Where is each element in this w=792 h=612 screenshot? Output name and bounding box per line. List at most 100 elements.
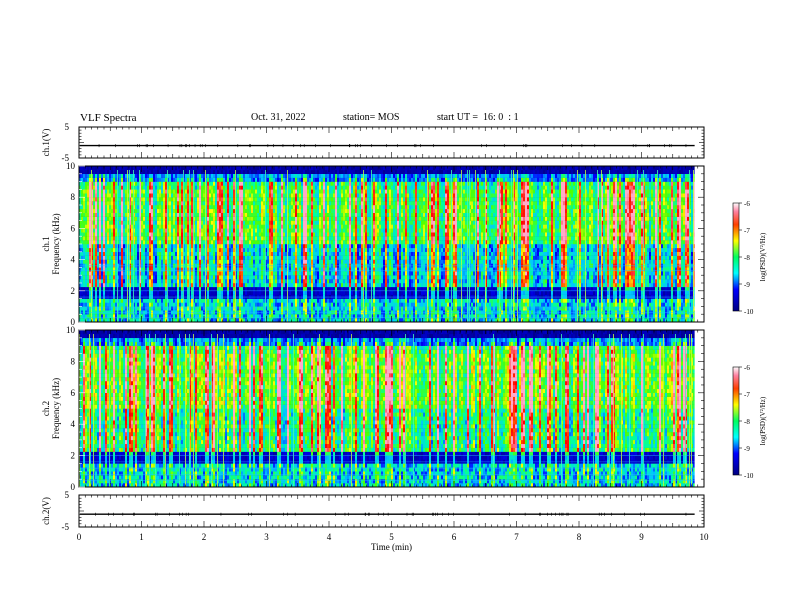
spectrogram-cell [137,240,139,244]
spectrogram-cell [95,213,97,217]
spectrogram-cell [93,314,95,318]
spectrogram-cell [121,267,123,271]
spectrogram-cell [101,186,103,190]
spectrogram-cell [85,213,87,217]
spectrogram-cell [87,252,89,256]
spectrogram-cell [81,186,83,190]
spectrogram-cell [93,186,95,190]
spectrogram-cell [119,221,121,225]
spectrogram-cell [99,174,101,178]
spectrogram-cell [85,275,87,279]
spectrogram-cell [115,213,117,217]
spectrogram-cell [89,166,91,170]
spectrogram-cell [125,275,127,279]
spectrogram-cell [85,221,87,225]
spectrogram-cell [121,260,123,264]
spectrogram-cell [109,271,111,275]
spectrogram-cell [123,182,125,186]
spectrogram-cell [109,244,111,248]
spectrogram-cell [85,267,87,271]
spectrogram-cell [131,189,133,193]
spectrogram-cell [105,217,107,221]
spectrogram-cell [83,178,85,182]
spectrogram-cell [93,279,95,283]
spectrogram-cell [83,252,85,256]
spectrogram-cell [115,228,117,232]
spectrogram-cell [101,279,103,283]
spectrogram-cell [113,186,115,190]
spectrogram-cell [85,174,87,178]
spectrogram-cell [105,283,107,287]
spectrogram-cell [83,221,85,225]
spectrogram-cell [95,236,97,240]
spectrogram-cell [119,209,121,213]
spectrogram-cell [121,283,123,287]
spectrogram-cell [121,299,123,303]
spectrogram-cell [119,174,121,178]
spectrogram-cell [109,314,111,318]
spectrogram-cell [137,256,139,260]
spectrogram-cell [85,306,87,310]
spectrogram-cell [81,213,83,217]
spectrogram-cell [109,209,111,213]
spectrogram-cell [125,244,127,248]
spectrogram-cell [87,178,89,182]
spectrogram-cell [99,170,101,174]
spectrogram-cell [115,182,117,186]
spectrogram-cell [115,178,117,182]
spectrogram-cell [97,279,99,283]
spectrogram-cell [119,193,121,197]
spectrogram-cell [85,236,87,240]
spectrogram-cell [83,267,85,271]
spectrogram-cell [85,201,87,205]
spectrogram-cell [83,314,85,318]
spectrogram-cell [115,170,117,174]
spectrogram-cell [111,275,113,279]
spectrogram-cell [115,283,117,287]
spectrogram-cell [123,213,125,217]
spectrogram-cell [95,291,97,295]
spectrogram-cell [93,248,95,252]
spectrogram-cell [97,186,99,190]
spectrogram-cell [111,283,113,287]
spectrogram-cell [135,170,137,174]
spectrogram-cell [119,287,121,291]
spectrogram-cell [85,283,87,287]
spectrogram-cell [131,260,133,264]
spectrogram-cell [105,291,107,295]
spectrogram-cell [123,271,125,275]
spectrogram-cell [99,306,101,310]
spectrogram-cell [95,287,97,291]
vlf-figure: 5-5ch.1(V)0246810ch.1Frequency (kHz)-6-7… [0,0,792,612]
spectrogram-cell [119,314,121,318]
spectrogram-cell [85,197,87,201]
spectrogram-cell [89,193,91,197]
spectrogram-cell [115,221,117,225]
spectrogram-cell [85,217,87,221]
spectrogram-cell [87,287,89,291]
spectrogram-cell [97,303,99,307]
spectrogram-cell [123,178,125,182]
spectrogram-cell [121,306,123,310]
spectrogram-cell [115,260,117,264]
spectrogram-cell [99,166,101,170]
spectrogram-cell [87,283,89,287]
spectrogram-cell [81,221,83,225]
spectrogram-cell [103,306,105,310]
spectrogram-cell [119,275,121,279]
spectrogram-cell [135,260,137,264]
spectrogram-cell [93,244,95,248]
spectrogram-cell [105,213,107,217]
spectrogram-cell [107,275,109,279]
spectrogram-cell [89,209,91,213]
spectrogram-cell [101,178,103,182]
spectrogram-cell [115,193,117,197]
spectrogram-cell [97,232,99,236]
spectrogram-cell [95,201,97,205]
spectrogram-cell [137,279,139,283]
spectrogram-cell [115,209,117,213]
spectrogram-cell [111,174,113,178]
spectrogram-cell [101,236,103,240]
spectrogram-cell [81,174,83,178]
spectrogram-cell [95,197,97,201]
